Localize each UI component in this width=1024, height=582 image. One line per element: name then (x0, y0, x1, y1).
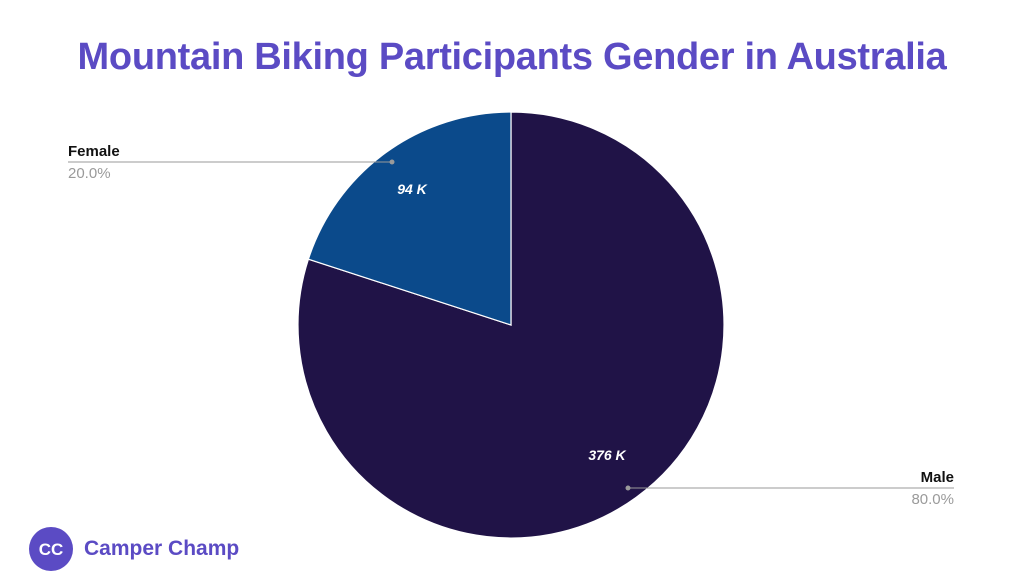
pie-slices (297, 111, 725, 539)
logo-text: CC (39, 540, 64, 559)
leader-dot-female (389, 159, 395, 165)
value-label-male: 376 K (588, 447, 626, 463)
category-label-male: Male (921, 469, 954, 486)
leader-dot-male (625, 485, 631, 491)
value-label-female: 94 K (397, 181, 427, 197)
slice-female (307, 111, 512, 326)
leader-lines (68, 159, 954, 491)
percent-label-male: 80.0% (911, 491, 954, 508)
campervan-cc-logo-icon: CC (29, 527, 73, 571)
brand: CC Camper Champ (28, 526, 239, 572)
category-label-female: Female (68, 143, 120, 160)
chart-title: Mountain Biking Participants Gender in A… (77, 36, 947, 78)
brand-name: Camper Champ (84, 537, 240, 560)
slice-labels: 94 K 376 K Female 20.0% Male 80.0% (68, 143, 954, 508)
percent-label-female: 20.0% (68, 165, 111, 182)
